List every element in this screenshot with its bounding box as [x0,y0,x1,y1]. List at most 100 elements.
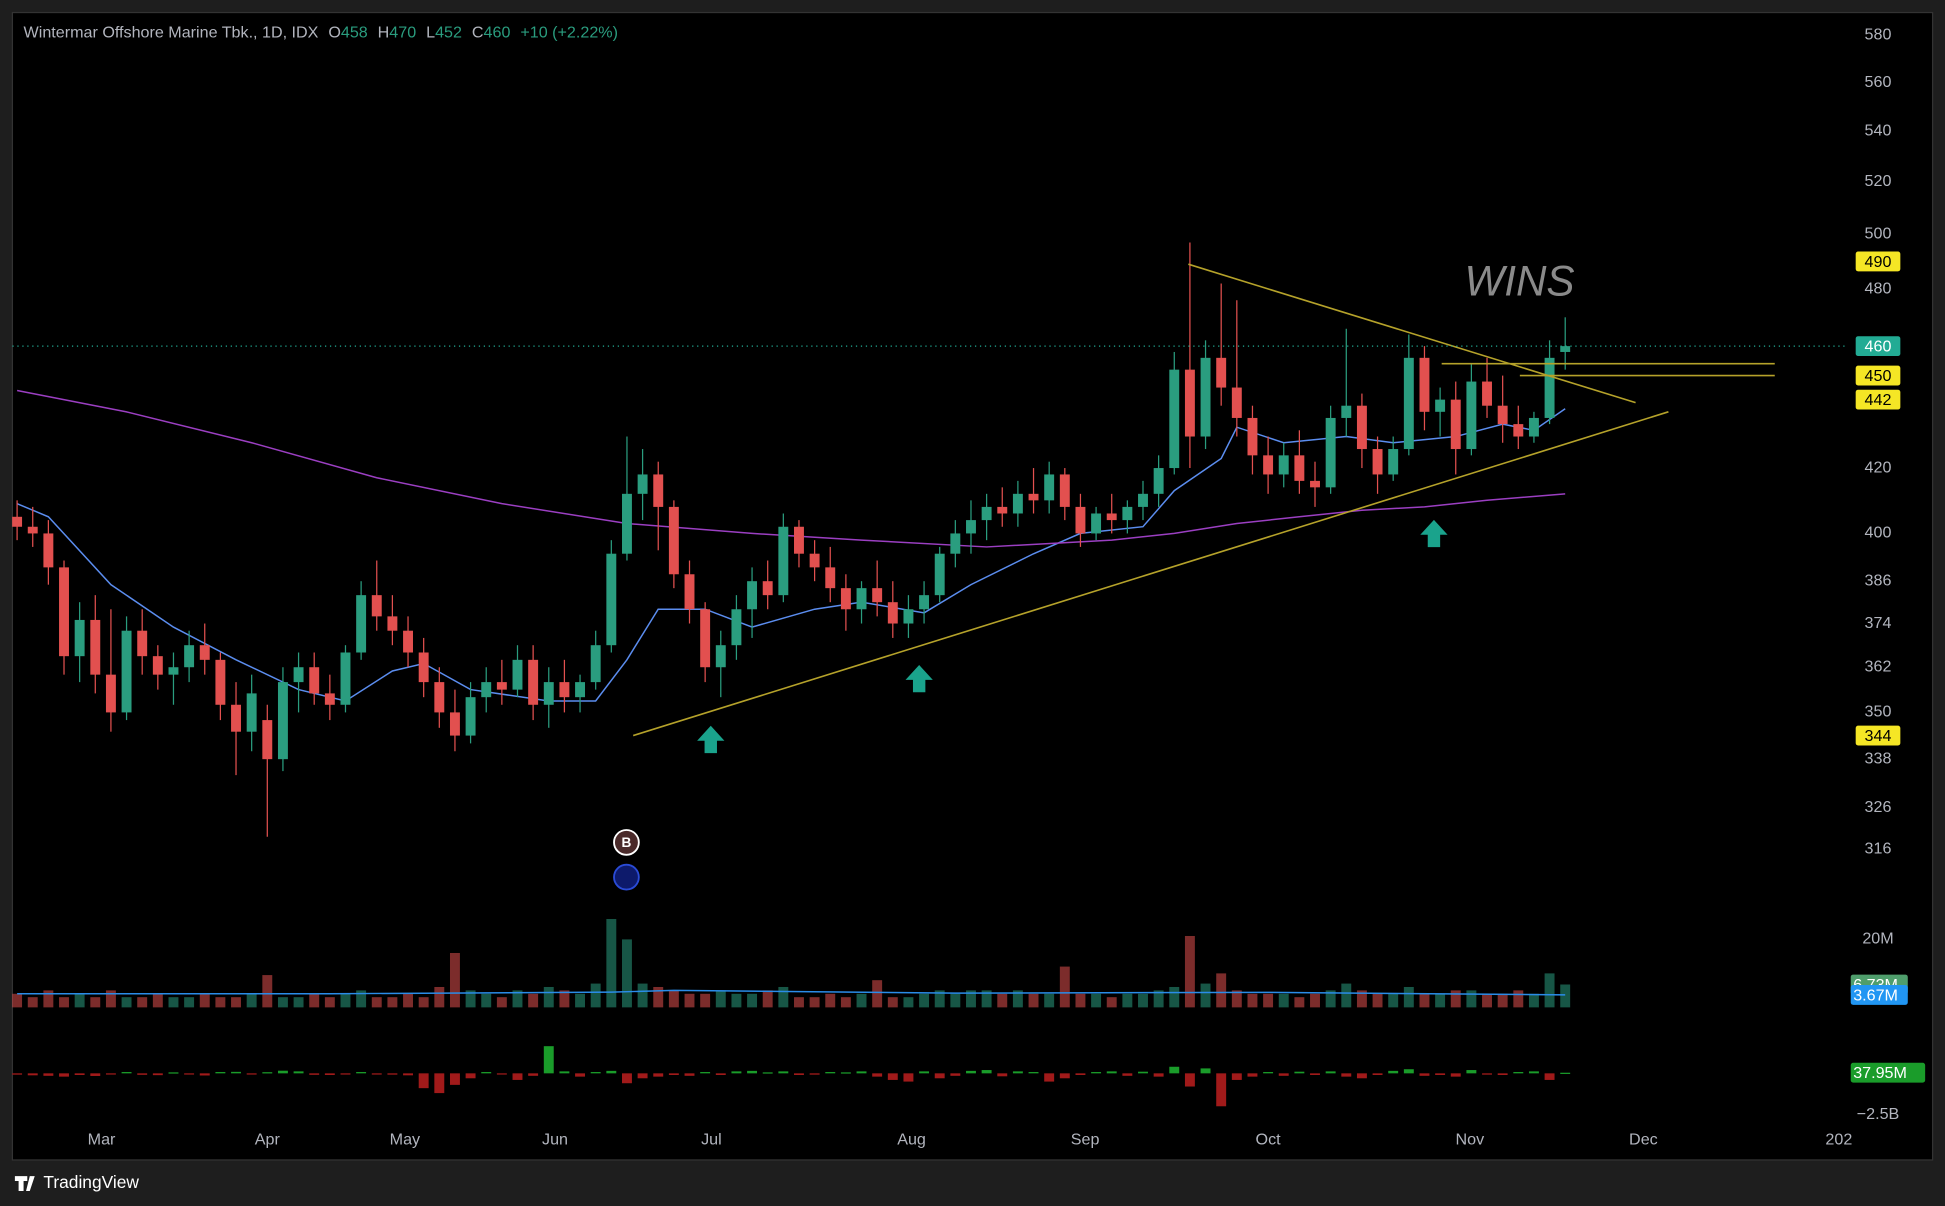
indicator-bar [1059,1073,1070,1079]
volume-bar [293,997,304,1008]
candle-body [919,595,930,610]
volume-bar [27,997,38,1008]
price-label-box [1855,365,1901,386]
candle-body [59,567,69,657]
indicator-bar [715,1073,726,1075]
indicator-bar [825,1072,836,1074]
volume-bar [934,990,945,1008]
candle-body [747,581,758,610]
indicator-bar [1419,1073,1430,1076]
candle-body [184,645,195,668]
indicator-bar [371,1073,382,1075]
candle-body [1497,405,1508,425]
price-label: 450 [1865,367,1892,385]
volume-bar [1294,997,1305,1008]
volume-bar [997,993,1008,1008]
candle-body [199,645,210,660]
candle-body [778,526,789,596]
volume-bar [1341,983,1352,1008]
indicator-bar [262,1072,273,1074]
indicator-bar [418,1073,429,1089]
candle-body [794,526,804,554]
volume-bar [1247,993,1258,1008]
candle-body [606,553,617,646]
indicator-bar [324,1073,335,1075]
volume-bar [903,997,914,1008]
y-tick-label: 480 [1865,279,1892,297]
volume-bar [1419,993,1430,1008]
marker-circle [613,829,640,856]
ohlc-label: C [472,24,484,42]
indicator-bar [1435,1073,1446,1075]
volume-bar [1122,993,1133,1008]
volume-bar [403,993,413,1008]
candle-body [1044,474,1055,501]
value-label: 37.95M [1853,1064,1907,1082]
volume-bar [794,997,804,1008]
y-tick-label: 400 [1865,524,1892,542]
indicator-bar [1372,1073,1383,1075]
indicator-bar [1356,1073,1367,1079]
indicator-bar [465,1073,476,1079]
volume-bar [90,997,101,1008]
indicator-bar [903,1073,914,1082]
x-tick-label: 202 [1825,1130,1852,1148]
volume-bar [418,997,429,1008]
indicator-bar [1513,1072,1524,1074]
header: Wintermar Offshore Marine Tbk., 1D, IDX O… [24,24,618,42]
volume-bar [1544,973,1555,1008]
x-tick-label: Jul [701,1130,722,1148]
volume-bar [1044,993,1055,1008]
value-label: 3.67M [1853,986,1898,1004]
indicator-bar [1294,1071,1305,1074]
indicator-bar [481,1072,492,1074]
indicator-bar [1091,1072,1102,1074]
candle-body [418,652,429,683]
indicator-bar [1122,1073,1133,1076]
indicator-bar [684,1073,695,1076]
trendline [1188,263,1636,404]
volume-bar [277,997,288,1008]
volume-bar [449,952,460,1008]
indicator-bar [1231,1073,1242,1080]
y-tick-label: 540 [1865,122,1892,140]
volume-bar [1372,993,1383,1008]
annotation: WINS [1464,257,1574,304]
candle-body [1388,449,1399,475]
chart-area [11,11,1934,1161]
indicator-bar [794,1073,804,1075]
indicator-bar [277,1070,288,1074]
volume-bar [981,990,992,1008]
indicator-bar [387,1073,398,1075]
volume-bar [1216,973,1227,1008]
candle-body [105,674,116,713]
y-tick-label: 374 [1865,614,1892,632]
arrow [697,725,725,754]
value-label-box [1850,1062,1926,1083]
trendline [632,411,1669,737]
indicator-bar [1153,1073,1164,1077]
moving-average [16,389,1566,548]
indicator-bar [403,1073,413,1076]
candle-body [1247,417,1258,456]
indicator-bar [340,1073,351,1075]
indicator-bar [1528,1071,1539,1074]
indicator-bar [934,1073,945,1079]
volume-bar [1263,993,1274,1008]
volume-bar [121,997,132,1008]
indicator-bar [1560,1072,1571,1074]
volume-bar [919,993,930,1008]
candle-body [840,588,851,610]
indicator-bar [747,1070,758,1074]
candle-body [762,581,773,596]
indicator-bar [700,1072,711,1074]
candle-body [934,553,945,596]
y-tick-label: 326 [1865,798,1892,816]
candle-body [1106,513,1117,521]
volume-bar [1278,993,1289,1008]
volume-bar [168,997,179,1008]
indicator-bar [528,1073,539,1076]
arrow [905,665,933,693]
candle-body [403,630,413,653]
indicator-bar [356,1072,367,1074]
